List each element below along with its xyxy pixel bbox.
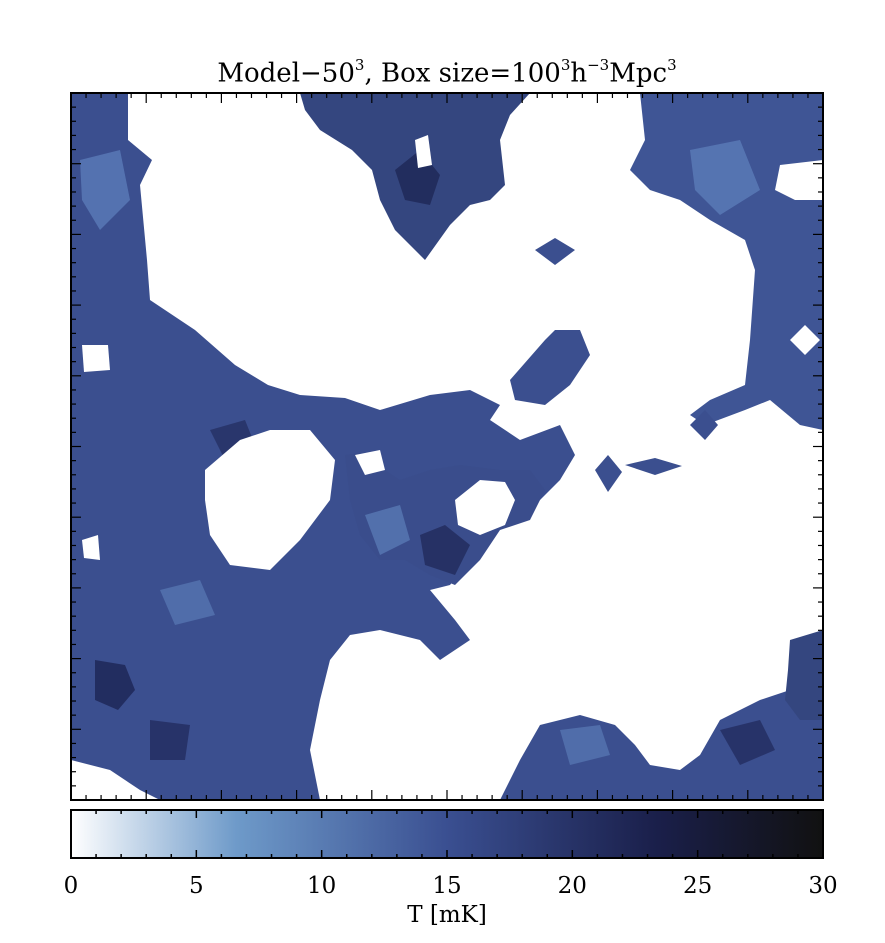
dark-patch: [720, 720, 775, 765]
neutral-blob: [595, 455, 622, 492]
chart-title: Model−503, Box size=1003h−3Mpc3: [217, 56, 677, 89]
bright-patch: [365, 505, 410, 555]
ionized-bubble: [71, 760, 160, 800]
dark-patch: [150, 720, 190, 760]
ionized-bubble: [780, 165, 823, 195]
neutral-blob: [625, 458, 682, 475]
bright-patch: [560, 725, 610, 765]
colorbar-tick-label: 20: [557, 873, 587, 899]
colorbar-ticks: [70, 810, 824, 858]
ionized-bubble: [455, 480, 515, 535]
colorbar-tick-label: 5: [188, 873, 204, 899]
ionized-bubble: [82, 345, 110, 372]
colorbar-tick-label: 10: [307, 873, 337, 899]
bright-patch: [80, 150, 130, 230]
bright-patch: [690, 140, 760, 215]
ionized-bubble: [810, 555, 823, 590]
dark-patch: [95, 660, 135, 710]
neutral-blob: [535, 238, 575, 265]
colorbar-label: T [mK]: [407, 902, 487, 928]
ionized-bubble: [790, 325, 820, 355]
colorbar-tick-label: 15: [432, 873, 462, 899]
neutral-region-right: [630, 93, 823, 430]
ionized-bubble: [415, 135, 432, 168]
ionized-bubble: [355, 450, 385, 475]
colorbar-tick-label: 30: [808, 873, 838, 899]
dark-patch: [420, 525, 470, 575]
neutral-regions: [71, 93, 823, 800]
map-ticks: [70, 92, 824, 801]
ionized-bubble: [205, 430, 335, 570]
neutral-region-bottom: [500, 690, 823, 800]
colorbar-tick-label: 25: [683, 873, 713, 899]
bright-patch: [160, 580, 215, 625]
ionized-bubble: [82, 535, 100, 560]
colorbar-tick-label: 0: [63, 873, 79, 899]
neutral-blob: [510, 330, 590, 405]
neutral-region-right-lower: [785, 630, 823, 720]
neutral-blob: [690, 410, 718, 440]
